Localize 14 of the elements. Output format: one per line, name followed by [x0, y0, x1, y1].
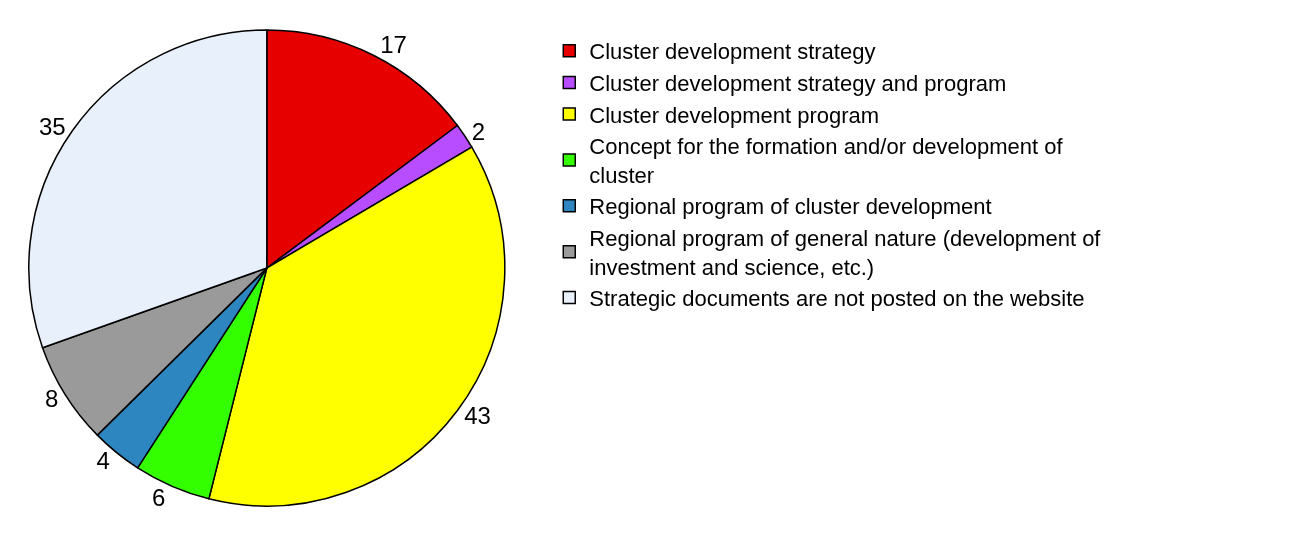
legend-label: Concept for the formation and/or development of cluster: [589, 134, 1064, 188]
data-label: 4: [96, 447, 110, 475]
data-label: 43: [464, 401, 491, 429]
legend-label: Regional program of general nature (development of investment and science, etc.): [589, 225, 1102, 280]
legend-label: Cluster development program: [589, 102, 880, 128]
data-label: 8: [45, 384, 59, 412]
data-label: 17: [380, 30, 407, 58]
legend-label: Strategic documents are not posted on the website: [589, 286, 1085, 312]
legend-label: Regional program of cluster development: [589, 194, 992, 220]
legend-label: Cluster development strategy: [589, 39, 876, 65]
data-label: 35: [38, 112, 66, 140]
data-label: 2: [471, 118, 486, 146]
data-label: 6: [151, 484, 166, 512]
legend-label: Cluster development strategy and program: [589, 70, 1007, 96]
